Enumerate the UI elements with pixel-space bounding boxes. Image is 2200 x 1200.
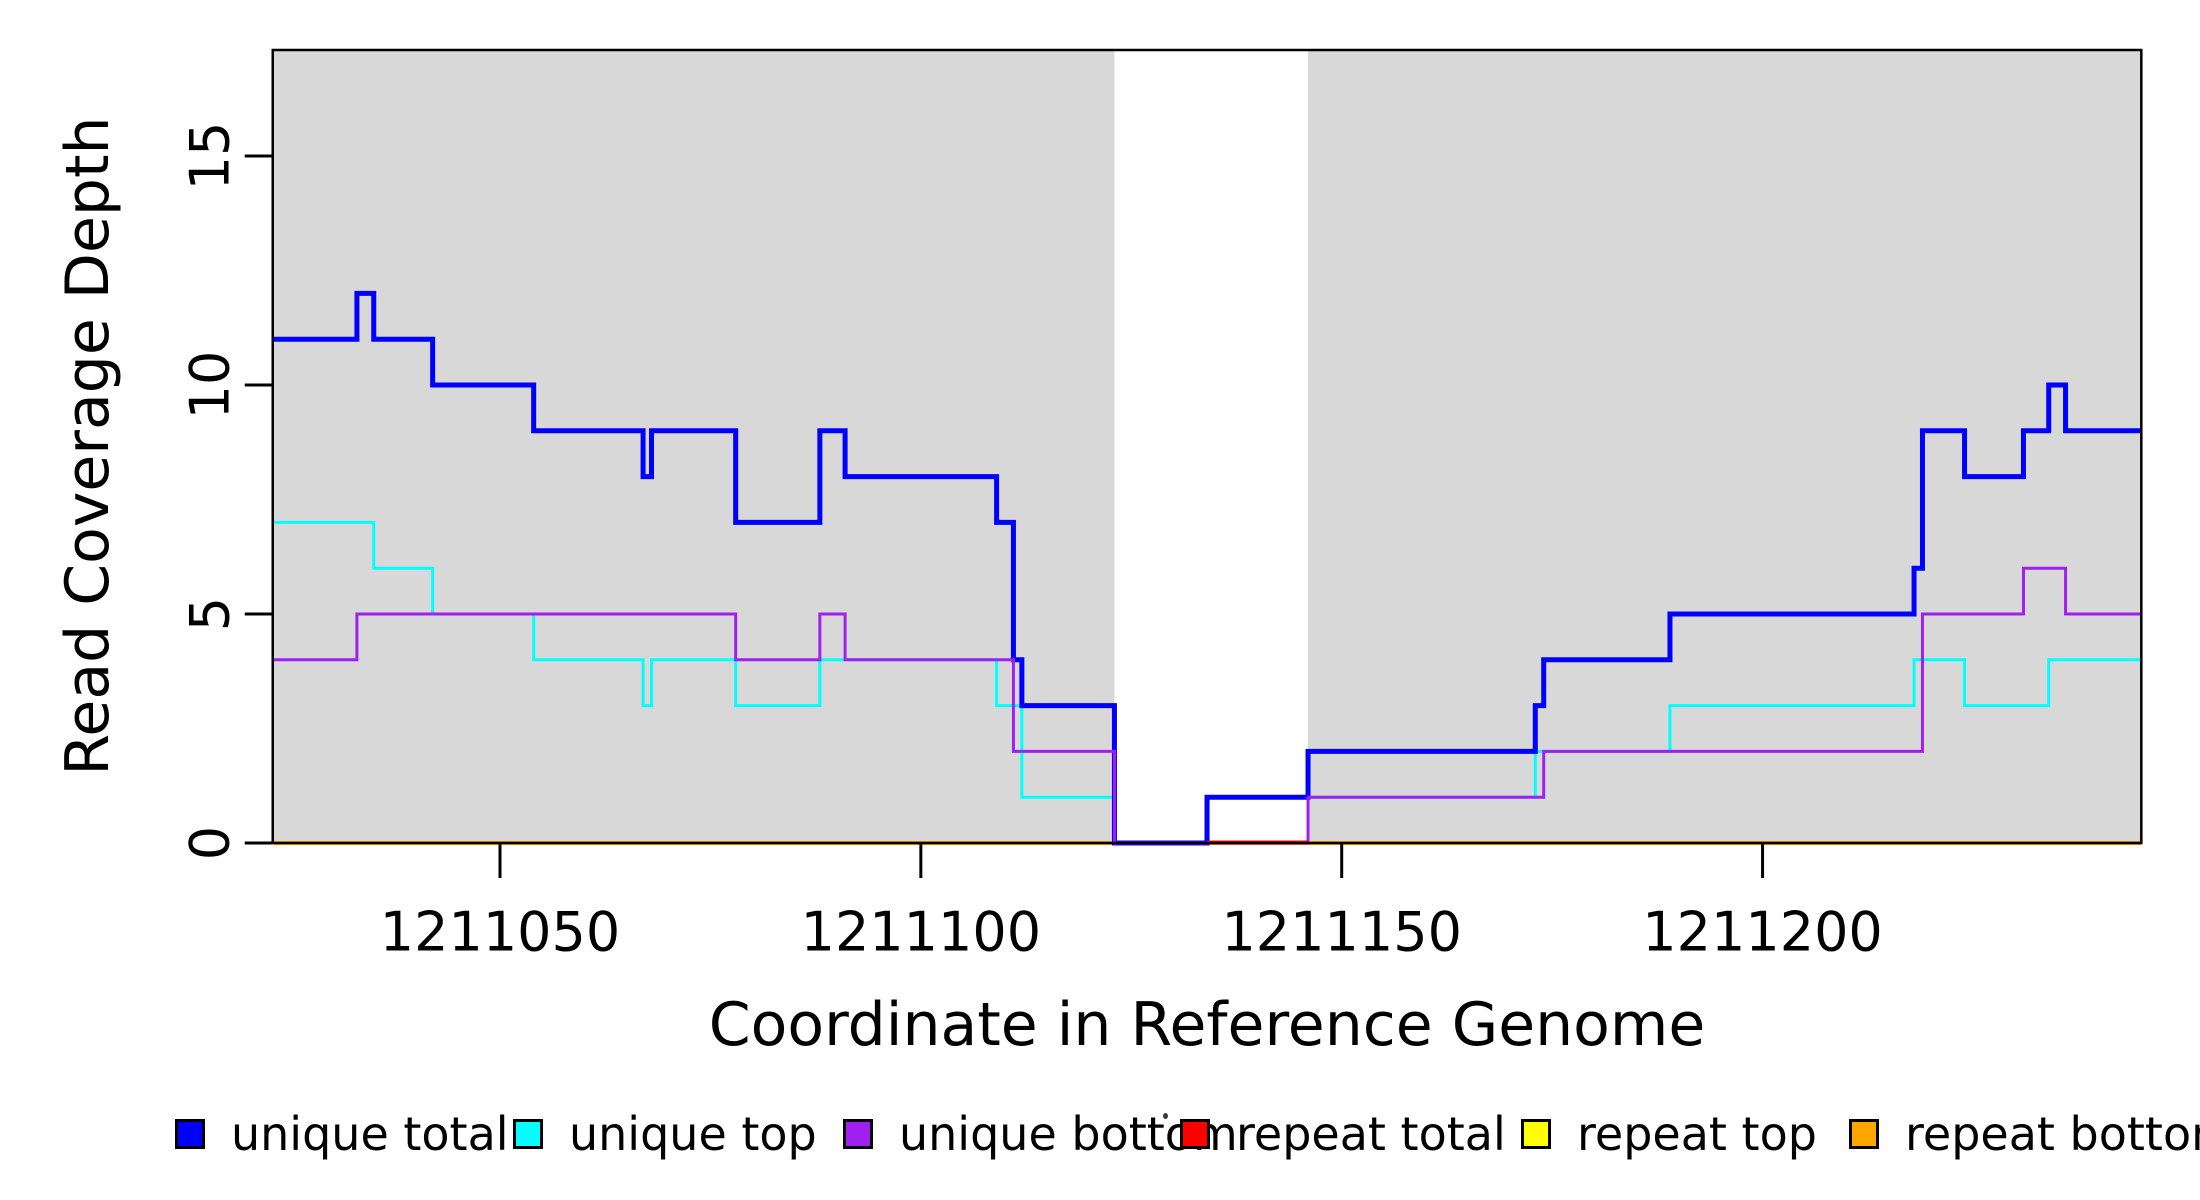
- x-tick-label: 1211100: [801, 901, 1042, 964]
- legend-swatch-unique-total: [175, 1119, 205, 1149]
- legend-swatch-repeat-bottom: [1849, 1119, 1879, 1149]
- y-tick-label: 15: [179, 122, 242, 191]
- y-tick-label: 10: [179, 351, 242, 420]
- legend-item-unique-total: unique total: [175, 1104, 509, 1164]
- x-tick-label: 1211200: [1642, 901, 1883, 964]
- legend-item-repeat-bottom: repeat bottom: [1849, 1104, 2200, 1164]
- legend-item-repeat-top: repeat top: [1521, 1104, 1817, 1164]
- legend-item-repeat-total: repeat total: [1180, 1104, 1506, 1164]
- plot-border: [271, 48, 2143, 845]
- stray-dot-mark: [1163, 1113, 1168, 1119]
- legend-item-unique-top: unique top: [513, 1104, 817, 1164]
- shaded-region: [272, 50, 1115, 843]
- series-unique-top: [272, 520, 2142, 845]
- y-tick-label: 0: [179, 826, 242, 860]
- legend-swatch-repeat-total: [1180, 1119, 1210, 1149]
- legend-swatch-repeat-top: [1521, 1119, 1551, 1149]
- x-axis-title: Coordinate in Reference Genome: [708, 990, 1706, 1060]
- legend-label: unique top: [569, 1107, 817, 1161]
- legend-label: repeat top: [1577, 1107, 1817, 1161]
- legend-item-unique-bottom: unique bottom: [843, 1104, 1238, 1164]
- legend-label: unique total: [231, 1107, 509, 1161]
- legend-label: repeat bottom: [1905, 1107, 2200, 1161]
- y-tick-label: 5: [179, 597, 242, 631]
- series-unique-bottom: [272, 566, 2142, 845]
- legend-label: repeat total: [1236, 1107, 1506, 1161]
- series-unique-total: [272, 290, 2142, 846]
- y-axis-title: Read Coverage Depth: [53, 116, 123, 776]
- legend: unique total unique top unique bottom repea…: [0, 1104, 2200, 1164]
- shaded-region: [1308, 50, 2142, 843]
- x-tick-label: 1211150: [1221, 901, 1462, 964]
- x-tick-label: 1211050: [380, 901, 621, 964]
- legend-swatch-unique-top: [513, 1119, 543, 1149]
- legend-swatch-unique-bottom: [843, 1119, 873, 1149]
